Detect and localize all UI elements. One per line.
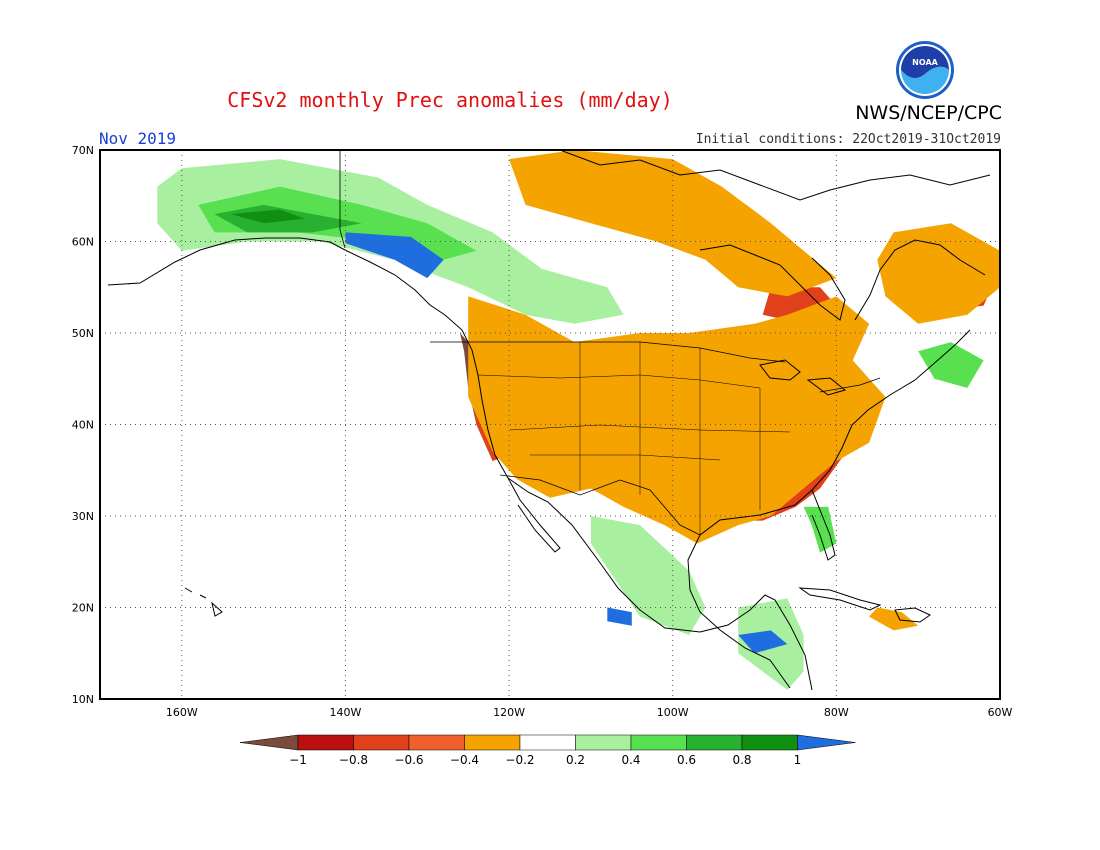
coastline-florida bbox=[811, 489, 836, 561]
gridlines-layer bbox=[100, 150, 1000, 699]
lat-tick-label: 50N bbox=[72, 327, 94, 340]
noaa-logo-text: NOAA bbox=[912, 58, 938, 67]
coastline-hawaii bbox=[184, 587, 223, 617]
anomaly-region bbox=[345, 232, 444, 279]
lon-tick-label: 140W bbox=[330, 706, 362, 719]
coastline-north-america bbox=[107, 237, 971, 691]
anomaly-region bbox=[468, 296, 886, 544]
lat-tick-label: 70N bbox=[72, 144, 94, 157]
valid-month-label: Nov 2019 bbox=[99, 129, 177, 148]
coastline-labrador bbox=[854, 239, 986, 321]
lon-tick-label: 160W bbox=[166, 706, 198, 719]
colorbar-swatch bbox=[353, 734, 410, 751]
agency-label: NWS/NCEP/CPC bbox=[855, 102, 1002, 124]
initial-conditions-label: Initial conditions: 22Oct2019-31Oct2019 bbox=[695, 132, 1001, 147]
lon-tick-label: 120W bbox=[493, 706, 525, 719]
colorbar-swatch bbox=[408, 734, 465, 751]
colorbar-swatch bbox=[630, 734, 687, 751]
coastline-hispaniola bbox=[894, 607, 931, 623]
state-lines bbox=[477, 342, 791, 535]
lat-tick-label: 40N bbox=[72, 419, 94, 432]
border-us-mexico bbox=[499, 474, 701, 536]
colorbar-arrow-low bbox=[239, 734, 299, 751]
anomaly-region bbox=[877, 223, 1000, 324]
colorbar-label: −0.8 bbox=[339, 753, 368, 767]
anomaly-region bbox=[918, 342, 984, 388]
colorbar-swatch bbox=[741, 734, 798, 751]
lon-tick-label: 80W bbox=[824, 706, 849, 719]
coastline-baja bbox=[507, 477, 561, 553]
colorbar-label: 0.2 bbox=[566, 753, 585, 767]
noaa-logo: NOAA bbox=[896, 41, 954, 99]
colorbar-swatch bbox=[519, 734, 576, 751]
coastline-hudson-bay bbox=[699, 244, 846, 321]
colorbar-swatch bbox=[464, 734, 521, 751]
map-frame bbox=[99, 149, 1001, 700]
colorbar-label: −1 bbox=[289, 753, 307, 767]
coastline-arctic-islands bbox=[559, 150, 991, 201]
colorbar-swatch bbox=[686, 734, 743, 751]
map-title: CFSv2 monthly Prec anomalies (mm/day) bbox=[227, 88, 673, 112]
lat-tick-label: 20N bbox=[72, 602, 94, 615]
anomaly-region bbox=[738, 630, 788, 654]
colorbar-label: −0.2 bbox=[505, 753, 534, 767]
anomaly-region bbox=[509, 150, 837, 297]
coastline-cuba bbox=[798, 587, 882, 611]
colorbar-label: 0.6 bbox=[677, 753, 696, 767]
anomaly-region bbox=[803, 506, 837, 553]
colorbar-label: 1 bbox=[794, 753, 802, 767]
anomaly-region bbox=[869, 607, 919, 631]
axis-labels-layer: 160W 140W 120W 100W 80W 60W 10N 20N 30N 40N 50N 60N… bbox=[72, 144, 1013, 719]
coastline-great-lakes bbox=[759, 359, 847, 396]
colorbar-swatch bbox=[575, 734, 632, 751]
coastline-layer bbox=[107, 150, 991, 691]
colorbar-label: 0.8 bbox=[732, 753, 751, 767]
anomaly-region bbox=[230, 209, 305, 224]
lon-tick-label: 60W bbox=[988, 706, 1013, 719]
colorbar: −1 −0.8 −0.6 −0.4 −0.2 0.2 0.4 0.6 0.8 1 bbox=[239, 734, 856, 767]
colorbar-arrow-high bbox=[797, 734, 856, 751]
anomaly-layer bbox=[157, 150, 1000, 690]
lat-tick-label: 10N bbox=[72, 693, 94, 706]
lon-tick-label: 100W bbox=[657, 706, 689, 719]
colorbar-label: 0.4 bbox=[621, 753, 640, 767]
colorbar-swatch bbox=[297, 734, 354, 751]
colorbar-label: −0.4 bbox=[450, 753, 479, 767]
lat-tick-label: 30N bbox=[72, 510, 94, 523]
anomaly-region bbox=[590, 516, 706, 635]
anomaly-region bbox=[607, 607, 632, 626]
lat-tick-label: 60N bbox=[72, 236, 94, 249]
colorbar-label: −0.6 bbox=[394, 753, 423, 767]
